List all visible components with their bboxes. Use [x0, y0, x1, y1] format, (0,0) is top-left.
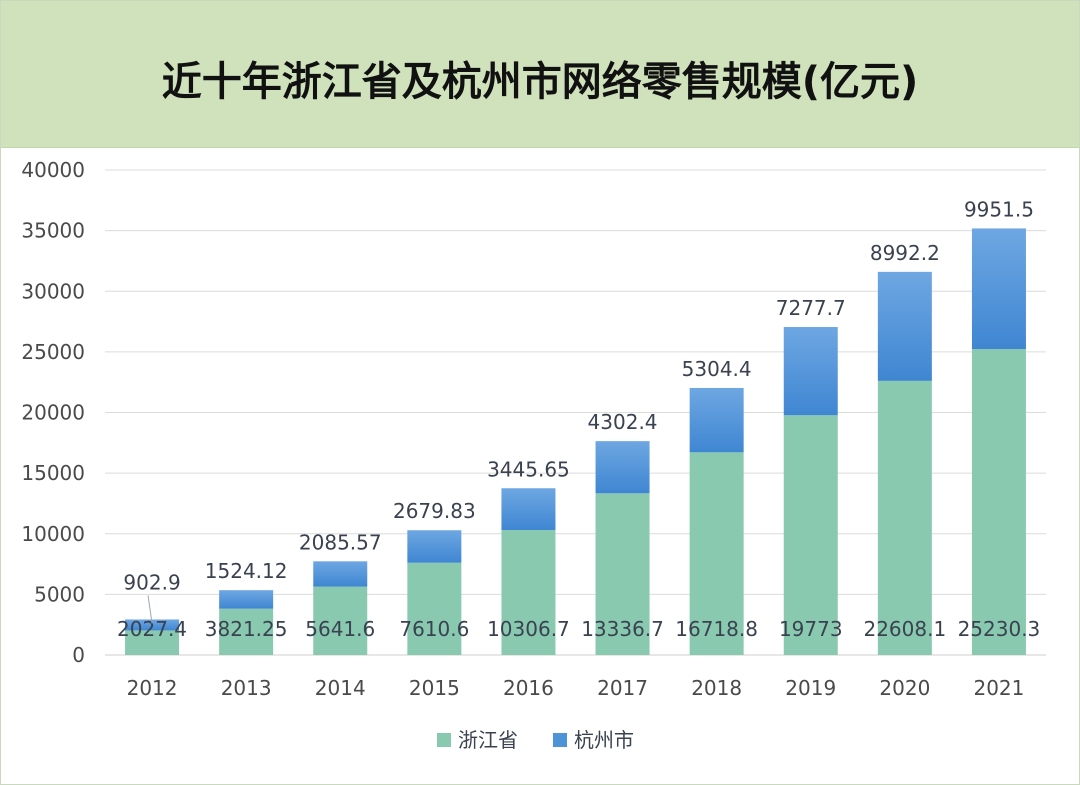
bar-hangzhou [125, 619, 180, 631]
x-tick-label: 2016 [503, 676, 554, 700]
bar-hangzhou [501, 488, 556, 531]
data-label-hangzhou: 7277.7 [776, 296, 846, 320]
x-tick-label: 2013 [221, 676, 272, 700]
bar-zhejiang [971, 349, 1026, 655]
data-label-hangzhou: 2085.57 [299, 530, 382, 554]
data-label-zhejiang: 7610.6 [399, 617, 469, 641]
bar-zhejiang [595, 493, 650, 655]
chart-title: 近十年浙江省及杭州市网络零售规模(亿元) [161, 59, 919, 105]
bar-zhejiang [501, 530, 556, 655]
bar-hangzhou [877, 271, 932, 381]
data-label-zhejiang: 19773 [779, 617, 843, 641]
data-label-zhejiang: 16718.8 [675, 617, 758, 641]
data-label-hangzhou: 2679.83 [393, 499, 476, 523]
x-axis-ticks: 2012 2013 2014 2015 2016 2017 2018 2019 2020 2021 [127, 676, 1025, 700]
data-label-leader-line [147, 595, 153, 624]
x-tick-label: 2018 [691, 676, 742, 700]
bar-zhejiang [783, 415, 838, 655]
data-label-zhejiang: 5641.6 [305, 617, 375, 641]
data-label-hangzhou: 3445.65 [487, 457, 570, 481]
legend-label-zhejiang: 浙江省 [458, 728, 518, 752]
bar-zhejiang [219, 608, 274, 655]
data-label-zhejiang: 25230.3 [958, 617, 1041, 641]
data-label-hangzhou: 9951.5 [964, 197, 1034, 221]
legend-swatch-zhejiang [437, 733, 451, 747]
data-label-hangzhou: 902.9 [123, 570, 180, 594]
data-label-zhejiang: 22608.1 [863, 617, 946, 641]
y-axis-ticks: 0 5000 10000 15000 20000 25000 30000 35000 40000 [21, 158, 85, 667]
title-banner: 近十年浙江省及杭州市网络零售规模(亿元) [1, 1, 1079, 148]
x-tick-label: 2021 [973, 676, 1024, 700]
y-tick-label: 20000 [21, 401, 85, 425]
y-tick-label: 40000 [21, 158, 85, 182]
bar-zhejiang [313, 586, 368, 655]
y-tick-label: 35000 [21, 219, 85, 243]
bar-hangzhou [689, 387, 744, 453]
bar-zhejiang [689, 452, 744, 655]
data-label-zhejiang: 13336.7 [581, 617, 664, 641]
bar-hangzhou [407, 530, 462, 563]
bar-hangzhou [595, 441, 650, 494]
x-tick-label: 2020 [879, 676, 930, 700]
legend-swatch-hangzhou [553, 733, 567, 747]
y-tick-label: 30000 [21, 279, 85, 303]
bar-hangzhou [783, 327, 838, 416]
x-tick-label: 2012 [127, 676, 178, 700]
x-tick-label: 2014 [315, 676, 366, 700]
y-tick-label: 15000 [21, 461, 85, 485]
bar-hangzhou [219, 590, 274, 609]
data-label-hangzhou: 4302.4 [588, 410, 658, 434]
data-label-zhejiang: 10306.7 [487, 617, 570, 641]
data-label-hangzhou: 5304.4 [682, 357, 752, 381]
legend-label-hangzhou: 杭州市 [574, 728, 634, 752]
y-tick-label: 25000 [21, 340, 85, 364]
x-tick-label: 2017 [597, 676, 648, 700]
y-tick-label: 0 [72, 643, 85, 667]
bar-zhejiang [877, 380, 932, 655]
bar-hangzhou [971, 228, 1026, 350]
bar-hangzhou [313, 561, 368, 587]
bars: 2027.4902.93821.251524.125641.62085.5776… [117, 197, 1040, 655]
legend: 浙江省 杭州市 [437, 728, 634, 752]
y-tick-label: 10000 [21, 522, 85, 546]
bar-zhejiang [125, 630, 180, 655]
data-label-hangzhou: 8992.2 [870, 241, 940, 265]
data-label-hangzhou: 1524.12 [205, 559, 288, 583]
data-label-zhejiang: 3821.25 [205, 617, 288, 641]
y-tick-label: 5000 [34, 582, 85, 606]
x-tick-label: 2019 [785, 676, 836, 700]
bar-zhejiang [407, 562, 462, 655]
x-tick-label: 2015 [409, 676, 460, 700]
